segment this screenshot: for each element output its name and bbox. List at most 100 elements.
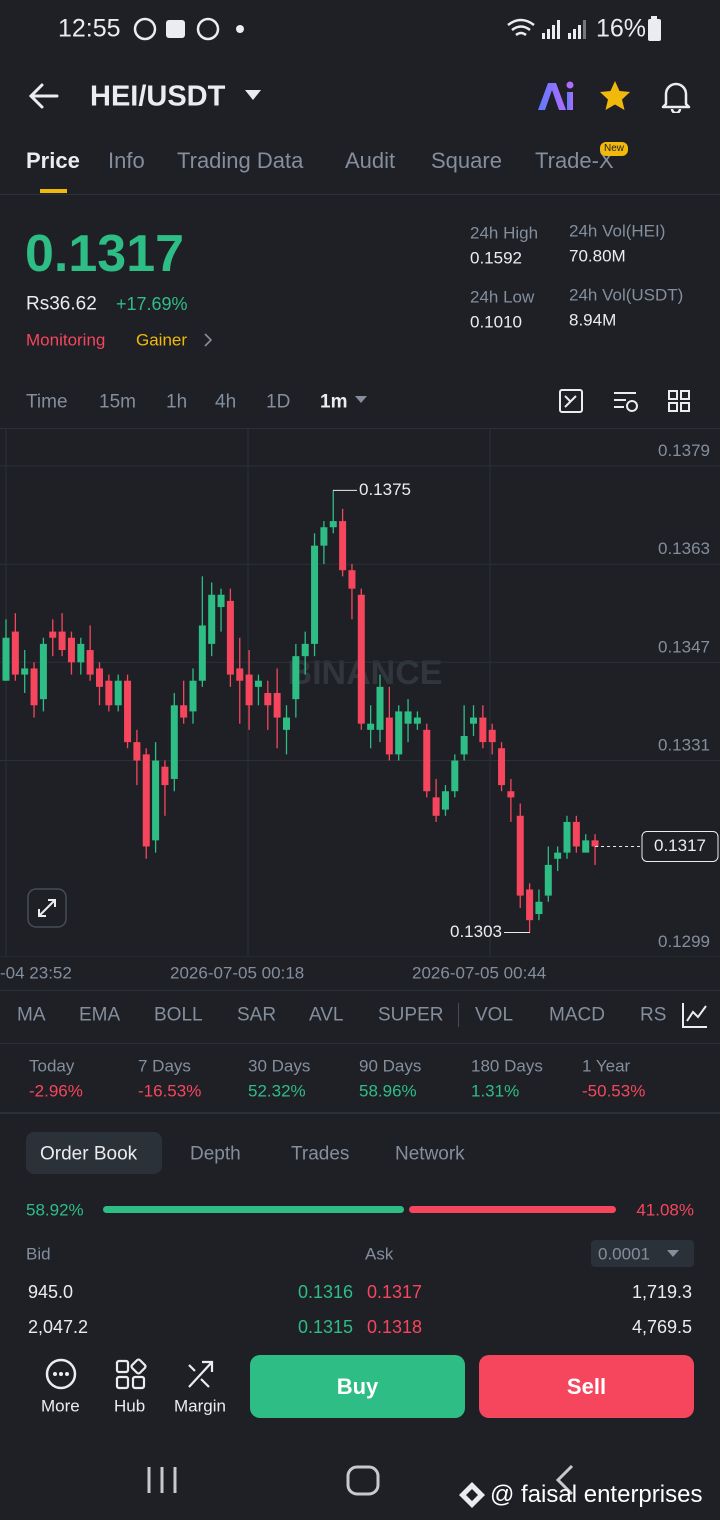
- y-tick-label: 0.1299: [658, 932, 710, 951]
- ask-price: 0.1317: [367, 1282, 423, 1302]
- candle-body: [367, 723, 375, 730]
- indicator[interactable]: MA: [17, 1004, 46, 1026]
- y-tick-label: 0.1363: [658, 539, 710, 558]
- indicator[interactable]: BOLL: [154, 1004, 203, 1026]
- nav-bar: [147, 1464, 574, 1496]
- candle-body: [105, 680, 113, 706]
- interval[interactable]: 1h: [166, 391, 188, 413]
- candle-body: [413, 717, 421, 724]
- tab[interactable]: Price: [26, 148, 80, 173]
- expand-button[interactable]: [27, 888, 67, 928]
- buy-button[interactable]: Buy: [250, 1355, 465, 1418]
- precision-caret[interactable]: [666, 1249, 680, 1258]
- bottom-item[interactable]: Hub: [114, 1396, 146, 1416]
- interval[interactable]: 15m: [99, 391, 136, 413]
- bid-qty: 2,047.2: [28, 1317, 89, 1337]
- indicator[interactable]: MACD: [549, 1004, 605, 1026]
- precision[interactable]: 0.0001: [598, 1244, 650, 1264]
- ob-tab[interactable]: Order Book: [40, 1143, 138, 1165]
- indicator[interactable]: RSI: [640, 1004, 672, 1026]
- sell-button[interactable]: Sell: [479, 1355, 694, 1418]
- candle-body: [441, 791, 449, 810]
- bottom-item[interactable]: More: [41, 1396, 80, 1416]
- candle-body: [264, 693, 272, 706]
- candle-body: [21, 668, 29, 675]
- stat-value: 0.1010: [470, 312, 522, 332]
- separator: [458, 1003, 459, 1027]
- indicator-settings[interactable]: [681, 1001, 709, 1029]
- favorite-star[interactable]: [598, 80, 632, 112]
- candle-body: [544, 864, 552, 896]
- tab[interactable]: Square: [431, 148, 502, 173]
- period-label: 90 Days: [359, 1056, 422, 1076]
- candle-body: [479, 717, 487, 743]
- indicator[interactable]: EMA: [79, 1004, 121, 1026]
- divider: [0, 990, 720, 991]
- tab[interactable]: Trade-X: [535, 148, 614, 173]
- period-change: -50.53%: [582, 1081, 646, 1101]
- candle-body: [208, 594, 216, 644]
- bid-header: Bid: [26, 1244, 51, 1264]
- candle-body: [591, 840, 599, 847]
- pair-title[interactable]: HEI/USDT: [90, 80, 226, 113]
- bottom-item[interactable]: Margin: [174, 1396, 226, 1416]
- interval-caret[interactable]: [354, 395, 368, 404]
- candle-body: [236, 668, 244, 681]
- candle-body: [423, 729, 431, 792]
- candle-body: [30, 668, 38, 706]
- candle-body: [320, 527, 328, 546]
- candle-body: [11, 631, 19, 675]
- tab-pill: [26, 1132, 162, 1174]
- indicator[interactable]: AVL: [309, 1004, 344, 1026]
- bid-qty: 945.0: [28, 1282, 74, 1302]
- ask-ratio-bar: [409, 1206, 616, 1213]
- watermark-text: @ faisal enterprises: [490, 1481, 703, 1508]
- high-marker-label: 0.1375: [359, 480, 411, 499]
- candle-body: [283, 717, 290, 730]
- interval[interactable]: 4h: [215, 391, 237, 413]
- interval-active[interactable]: 1m: [320, 391, 348, 413]
- bid-price: 0.1316: [297, 1282, 353, 1302]
- candle-body: [311, 545, 319, 644]
- ask-qty: 4,769.5: [631, 1317, 692, 1337]
- divider: [0, 428, 720, 429]
- status-icons: [133, 17, 244, 41]
- interval[interactable]: Time: [26, 391, 68, 413]
- candle-body: [39, 643, 47, 700]
- gainer-tag[interactable]: Gainer: [136, 330, 188, 350]
- indicator[interactable]: SUPER: [378, 1004, 444, 1026]
- ob-tab[interactable]: Depth: [190, 1143, 241, 1165]
- stat-value: 8.94M: [569, 310, 617, 330]
- tag-chevron[interactable]: [203, 332, 213, 348]
- period-label: 7 Days: [138, 1056, 191, 1076]
- tab[interactable]: Info: [108, 148, 145, 173]
- precision-pill[interactable]: [591, 1240, 694, 1267]
- ob-tab[interactable]: Trades: [291, 1143, 350, 1165]
- alert-bell[interactable]: [660, 79, 692, 113]
- candle-body: [77, 643, 85, 663]
- pair-caret[interactable]: [244, 89, 262, 101]
- candle-body: [554, 852, 562, 859]
- back-button[interactable]: [28, 82, 60, 110]
- tab[interactable]: Trading Data: [177, 148, 304, 173]
- candle-body: [563, 821, 571, 853]
- chart-tools[interactable]: [558, 388, 698, 416]
- period-change: -16.53%: [138, 1081, 202, 1101]
- ai-button[interactable]: [536, 80, 576, 112]
- candle-body: [49, 631, 57, 638]
- candle-body: [348, 570, 356, 589]
- interval[interactable]: 1D: [266, 391, 291, 413]
- candle-body: [451, 760, 459, 792]
- candle-body: [273, 693, 281, 718]
- y-tick-label: 0.1379: [658, 441, 710, 460]
- candle-body: [385, 717, 393, 755]
- candle-body: [470, 717, 477, 724]
- tab[interactable]: Audit: [345, 148, 396, 173]
- candle-body: [96, 668, 103, 687]
- period-change: -2.96%: [29, 1081, 83, 1101]
- ob-tab[interactable]: Network: [395, 1143, 465, 1165]
- low-marker-label: 0.1303: [450, 922, 502, 941]
- indicator[interactable]: SAR: [237, 1004, 277, 1026]
- indicator[interactable]: VOL: [475, 1004, 514, 1026]
- monitoring-tag[interactable]: Monitoring: [26, 330, 106, 350]
